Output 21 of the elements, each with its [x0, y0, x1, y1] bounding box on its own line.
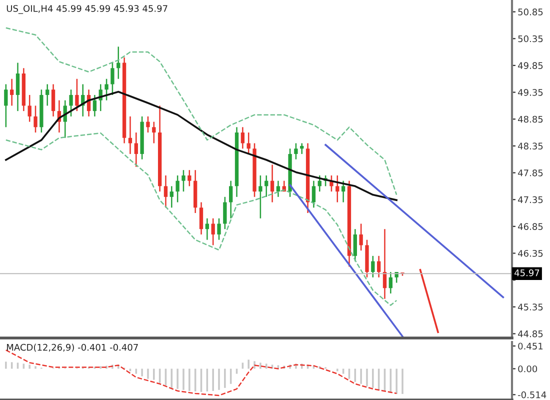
y-tick-label: 0.00 [518, 365, 538, 372]
line-series [5, 132, 398, 306]
y-tick-label: 47.35 [518, 196, 543, 204]
ref-line-label: 45.97 [514, 269, 540, 276]
y-tick-label: 44.85 [518, 330, 543, 338]
y-tick-label: 0.451 [518, 342, 543, 350]
y-tick-label: 48.85 [518, 116, 543, 123]
y-tick-label: -0.514 [518, 391, 546, 398]
y-tick-label: 47.85 [518, 169, 543, 176]
text: US_OIL,H4 45.99 45.99 45.93 45.97 [6, 5, 168, 14]
y-tick-label: 46.85 [518, 223, 543, 230]
y-tick-label: 48.35 [518, 142, 543, 150]
y-tick-label: 45.35 [518, 304, 543, 310]
line-series [5, 27, 398, 196]
y-tick-label: 50.85 [518, 8, 543, 16]
y-tick-label: 49.85 [518, 62, 543, 70]
line-series [5, 90, 398, 202]
y-tick-label: 49.35 [518, 89, 543, 96]
y-tick-label: 50.35 [518, 35, 543, 42]
y-tick-label: 46.35 [518, 250, 543, 257]
chart-title: MACD(12,26,9) -0.401 -0.407 [7, 344, 138, 352]
